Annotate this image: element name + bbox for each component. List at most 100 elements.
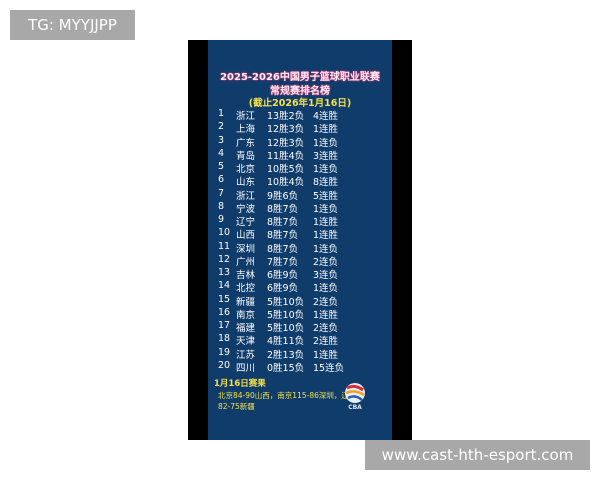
record: 5胜10负 xyxy=(267,296,305,308)
record: 6胜9负 xyxy=(267,283,299,295)
standings-row: 3 广东 12胜3负 1连负 xyxy=(208,134,392,149)
team-name: 辽宁 xyxy=(236,217,256,228)
record: 12胜3负 xyxy=(267,124,305,136)
rank: 9 xyxy=(218,214,225,225)
record: 11胜4负 xyxy=(267,150,305,162)
record: 5胜10负 xyxy=(267,323,305,334)
streak: 2连负 xyxy=(313,256,339,268)
team-name: 上海 xyxy=(236,124,256,136)
streak: 1连负 xyxy=(313,283,339,295)
standings-row: 18 天津 4胜11负 2连胜 xyxy=(208,333,392,348)
record: 9胜6负 xyxy=(267,190,299,202)
standings-row: 20 四川 0胜15负 15连负 xyxy=(208,359,392,374)
team-name: 北控 xyxy=(236,283,256,295)
site-watermark: www.cast-hth-esport.com xyxy=(365,440,590,470)
date-note: (截止2026年1月16日) xyxy=(248,98,352,109)
team-name: 山西 xyxy=(236,230,256,242)
record: 6胜9负 xyxy=(267,270,299,281)
standings-row: 11 深圳 8胜7负 1连负 xyxy=(208,240,392,255)
rank: 12 xyxy=(218,253,231,265)
standings-row: 5 北京 10胜5负 1连负 xyxy=(208,161,392,175)
team-name: 福建 xyxy=(236,323,256,334)
standings-row: 4 青岛 11胜4负 3连胜 xyxy=(208,148,392,162)
streak: 3连负 xyxy=(313,270,339,281)
standings-title: 常规赛排名榜 xyxy=(270,86,330,97)
record: 4胜11负 xyxy=(267,336,305,348)
team-name: 宁波 xyxy=(236,203,256,215)
streak: 1连负 xyxy=(313,137,339,149)
record: 12胜3负 xyxy=(267,137,305,149)
record: 10胜4负 xyxy=(267,177,305,189)
streak: 2连胜 xyxy=(313,336,339,348)
team-name: 南京 xyxy=(236,309,256,321)
standings-row: 12 广州 7胜7负 2连负 xyxy=(208,253,392,268)
team-name: 深圳 xyxy=(236,243,256,255)
team-name: 青岛 xyxy=(236,150,256,162)
record: 5胜10负 xyxy=(267,309,305,321)
standings-row: 2 上海 12胜3负 1连胜 xyxy=(208,121,392,136)
standings-row: 16 南京 5胜10负 1连胜 xyxy=(208,306,392,321)
streak: 2连负 xyxy=(313,323,339,334)
team-name: 新疆 xyxy=(236,296,256,308)
streak: 3连胜 xyxy=(313,150,339,162)
standings-row: 19 江苏 2胜13负 1连胜 xyxy=(208,346,392,361)
team-name: 四川 xyxy=(236,362,256,374)
results-text: 北京84-90山西，南京115-86深圳，辽宁82-75新疆 xyxy=(218,391,357,411)
streak: 2连负 xyxy=(313,296,339,308)
streak: 15连负 xyxy=(313,362,345,374)
rank: 11 xyxy=(218,240,231,252)
team-name: 天津 xyxy=(236,336,256,348)
standings-row: 8 宁波 8胜7负 1连负 xyxy=(208,201,392,215)
streak: 5连胜 xyxy=(313,190,339,202)
standings-row: 14 北控 6胜9负 1连负 xyxy=(208,280,392,295)
rank: 3 xyxy=(218,134,225,146)
standings-row: 13 吉林 6胜9负 3连负 xyxy=(208,267,392,281)
record: 2胜13负 xyxy=(267,349,305,361)
standings-row: 17 福建 5胜10负 2连负 xyxy=(208,320,392,334)
video-frame: 2025-2026中国男子篮球职业联赛 常规赛排名榜 (截止2026年1月16日… xyxy=(188,40,412,440)
team-name: 广东 xyxy=(236,137,256,149)
streak: 1连胜 xyxy=(313,230,339,242)
rank: 6 xyxy=(218,174,225,186)
record: 7胜7负 xyxy=(267,256,299,268)
team-name: 广州 xyxy=(236,256,256,268)
record: 10胜5负 xyxy=(267,164,305,175)
rank: 1 xyxy=(218,108,225,119)
streak: 1连胜 xyxy=(313,217,339,228)
channel-tag: TG: MYYJJPP xyxy=(10,10,135,40)
svg-text:CBA: CBA xyxy=(348,404,362,410)
standings-row: 1 浙江 13胜2负 4连胜 xyxy=(208,108,392,122)
cba-logo-icon: CBA xyxy=(345,383,365,410)
streak: 1连负 xyxy=(313,203,339,215)
record: 8胜7负 xyxy=(267,217,299,228)
streak: 1连胜 xyxy=(313,124,339,136)
rank: 19 xyxy=(218,346,231,358)
streak: 1连负 xyxy=(313,164,339,175)
team-name: 山东 xyxy=(236,177,256,189)
rank: 20 xyxy=(218,359,231,371)
team-name: 浙江 xyxy=(236,111,256,122)
standings-row: 7 浙江 9胜6负 5连胜 xyxy=(208,187,392,202)
rank: 16 xyxy=(218,306,231,318)
streak: 1连胜 xyxy=(313,349,339,361)
team-name: 北京 xyxy=(236,164,256,175)
rank: 10 xyxy=(218,227,231,239)
record: 8胜7负 xyxy=(267,243,299,255)
rank: 15 xyxy=(218,293,231,305)
results-heading: 1月16日赛果 xyxy=(214,379,266,389)
team-name: 浙江 xyxy=(236,190,256,202)
team-name: 吉林 xyxy=(236,270,256,281)
record: 13胜2负 xyxy=(267,111,305,122)
rank: 13 xyxy=(218,267,231,278)
standings-row: 15 新疆 5胜10负 2连负 xyxy=(208,293,392,308)
team-name: 江苏 xyxy=(236,349,256,361)
record: 8胜7负 xyxy=(267,230,299,242)
league-title: 2025-2026中国男子篮球职业联赛 xyxy=(220,72,380,83)
rank: 7 xyxy=(218,187,225,199)
rank: 5 xyxy=(218,161,225,172)
streak: 4连胜 xyxy=(313,111,339,122)
streak: 1连负 xyxy=(313,243,339,255)
rank: 2 xyxy=(218,121,225,133)
streak: 8连胜 xyxy=(313,177,339,189)
standings-panel: 2025-2026中国男子篮球职业联赛 常规赛排名榜 (截止2026年1月16日… xyxy=(208,40,392,440)
